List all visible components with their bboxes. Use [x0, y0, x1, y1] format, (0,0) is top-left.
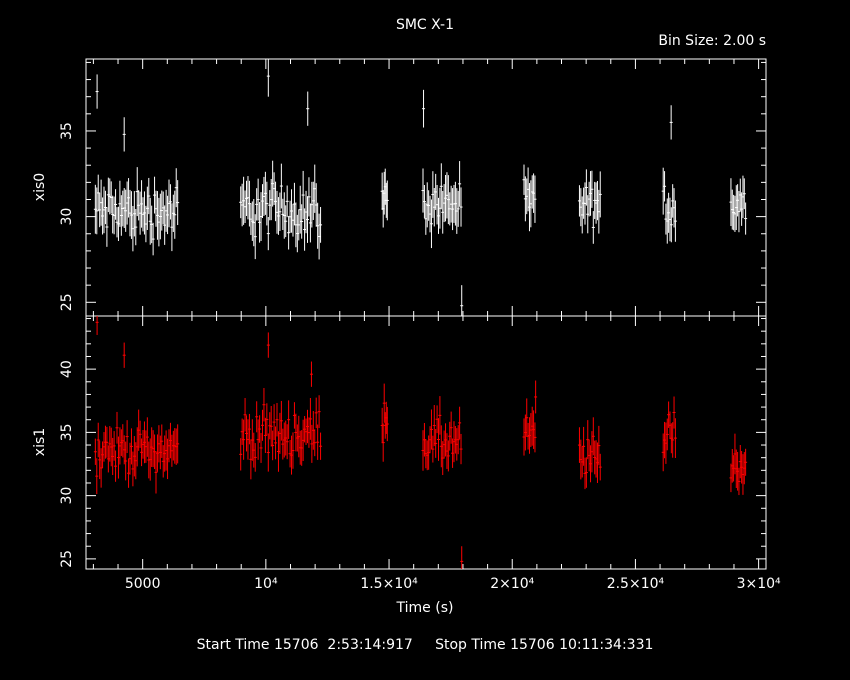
bin-size-label: Bin Size: 2.00 s — [658, 33, 766, 49]
chart-title: SMC X-1 — [396, 17, 454, 33]
stop-time-label: Stop Time 15706 10:11:34:331 — [435, 637, 654, 653]
x-tick-label: 3×10⁴ — [737, 576, 781, 592]
plot-layer: 25 30 35 25 30 35 40 5000 10⁴ 1.5×10⁴ 2×10⁴ 2.5×10⁴… — [59, 58, 781, 592]
plot-frame — [85, 58, 767, 570]
footer-times: Start Time 15706 2:53:14:917 Stop Time 1… — [0, 637, 850, 653]
y-axis-label-xis0: xis0 — [32, 173, 48, 201]
x-tick-label: 2×10⁴ — [490, 576, 534, 592]
x-tick-label: 1.5×10⁴ — [360, 576, 418, 592]
y-tick-label: 30 — [59, 487, 75, 505]
y-tick-label: 25 — [59, 550, 75, 568]
y-tick-label: 40 — [59, 360, 75, 378]
x-tick-label: 10⁴ — [254, 576, 278, 592]
x-tick-label: 2.5×10⁴ — [607, 576, 665, 592]
y-axis-label-xis1: xis1 — [32, 428, 48, 456]
footer-gap — [413, 637, 435, 653]
y-tick-label: 30 — [59, 208, 75, 226]
x-axis-label: Time (s) — [396, 600, 454, 616]
y-tick-label: 25 — [59, 293, 75, 311]
start-time-label: Start Time 15706 2:53:14:917 — [196, 637, 413, 653]
x-tick-label: 5000 — [125, 576, 161, 592]
y-tick-label: 35 — [59, 122, 75, 140]
y-tick-label: 35 — [59, 423, 75, 441]
